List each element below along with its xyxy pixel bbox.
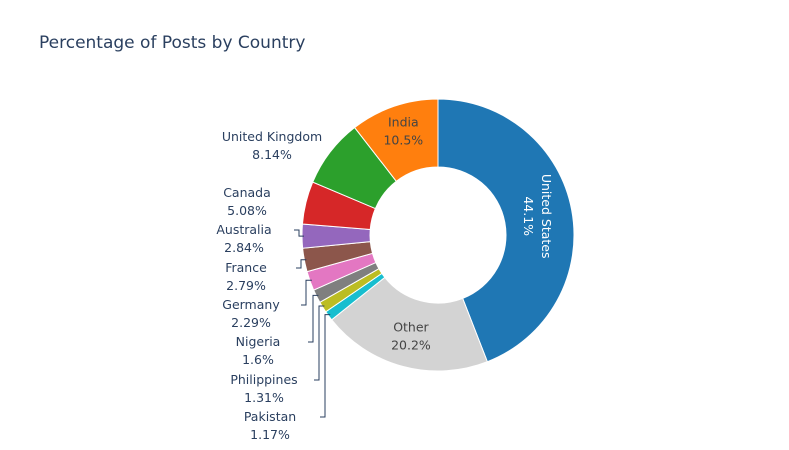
label-france: France 2.79%: [225, 260, 267, 293]
label-nigeria: Nigeria 1.6%: [236, 334, 281, 367]
label-pakistan: Pakistan 1.17%: [244, 409, 296, 442]
leader-line-pakistan: [320, 314, 331, 418]
label-india: India 10.5%: [383, 115, 423, 148]
leader-line-nigeria: [308, 294, 319, 343]
slice-india[interactable]: [353, 98, 439, 182]
label-philippines: Philippines 1.31%: [230, 372, 297, 405]
leader-line-germany: [301, 279, 312, 306]
label-united-kingdom: United Kingdom 8.14%: [222, 129, 322, 162]
chart-title: Percentage of Posts by Country: [39, 33, 306, 53]
leader-line-philippines: [314, 305, 325, 381]
leader-line-australia: [294, 229, 305, 237]
label-other: Other 20.2%: [391, 319, 431, 352]
leader-line-france: [296, 259, 307, 269]
label-australia: Australia 2.84%: [216, 222, 271, 255]
label-united-states: United States44.1%: [521, 174, 554, 259]
slice-other[interactable]: [330, 276, 488, 372]
label-germany: Germany 2.29%: [222, 297, 280, 330]
slice-united-states[interactable]: [437, 98, 575, 363]
label-canada: Canada 5.08%: [223, 185, 271, 218]
